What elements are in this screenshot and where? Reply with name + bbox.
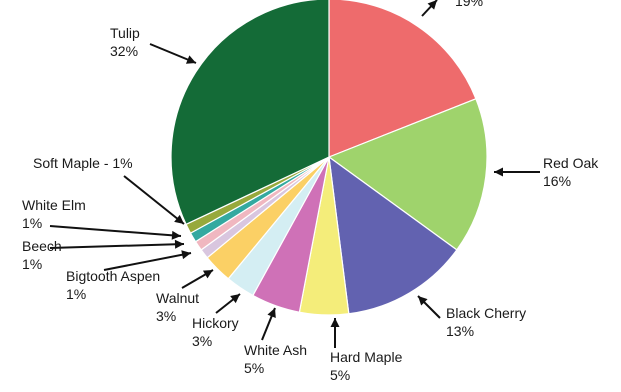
- pie-slices: [171, 0, 487, 315]
- label-hickory-percent: 3%: [192, 333, 212, 349]
- label-bigtooth-aspen: Bigtooth Aspen: [66, 268, 160, 284]
- label-soft-maple: Soft Maple - 1%: [33, 155, 133, 171]
- label-white-elm: White Elm: [22, 197, 86, 213]
- label-red-oak: Red Oak: [543, 155, 599, 171]
- label-white-ash-percent: 5%: [244, 360, 264, 376]
- label-white-elm-percent: 1%: [22, 215, 42, 231]
- label-red-oak-percent: 16%: [543, 173, 571, 189]
- label-tulip: Tulip: [110, 25, 140, 41]
- arrow-beech: [50, 244, 184, 248]
- label-hickory: Hickory: [192, 315, 239, 331]
- label-hard-maple-percent: 5%: [330, 367, 350, 383]
- arrowhead-hard-maple: [331, 318, 340, 327]
- arrow-white-elm: [50, 226, 181, 236]
- label-bigtooth-aspen-percent: 1%: [66, 286, 86, 302]
- label-white-ash: White Ash: [244, 342, 307, 358]
- label-beech: Beech: [22, 238, 62, 254]
- arrowhead-red-oak: [494, 168, 503, 177]
- label-beech-percent: 1%: [22, 256, 42, 272]
- label-black-cherry: Black Cherry: [446, 305, 526, 321]
- arrowhead-bigtooth-aspen: [181, 250, 191, 259]
- arrowhead-beech: [175, 240, 184, 249]
- label-top-percent: 19%: [455, 0, 483, 9]
- label-hard-maple: Hard Maple: [330, 349, 403, 365]
- label-black-cherry-percent: 13%: [446, 323, 474, 339]
- arrowhead-white-elm: [172, 231, 181, 240]
- label-walnut: Walnut: [156, 290, 199, 306]
- label-tulip-percent: 32%: [110, 43, 138, 59]
- label-walnut-percent: 3%: [156, 308, 176, 324]
